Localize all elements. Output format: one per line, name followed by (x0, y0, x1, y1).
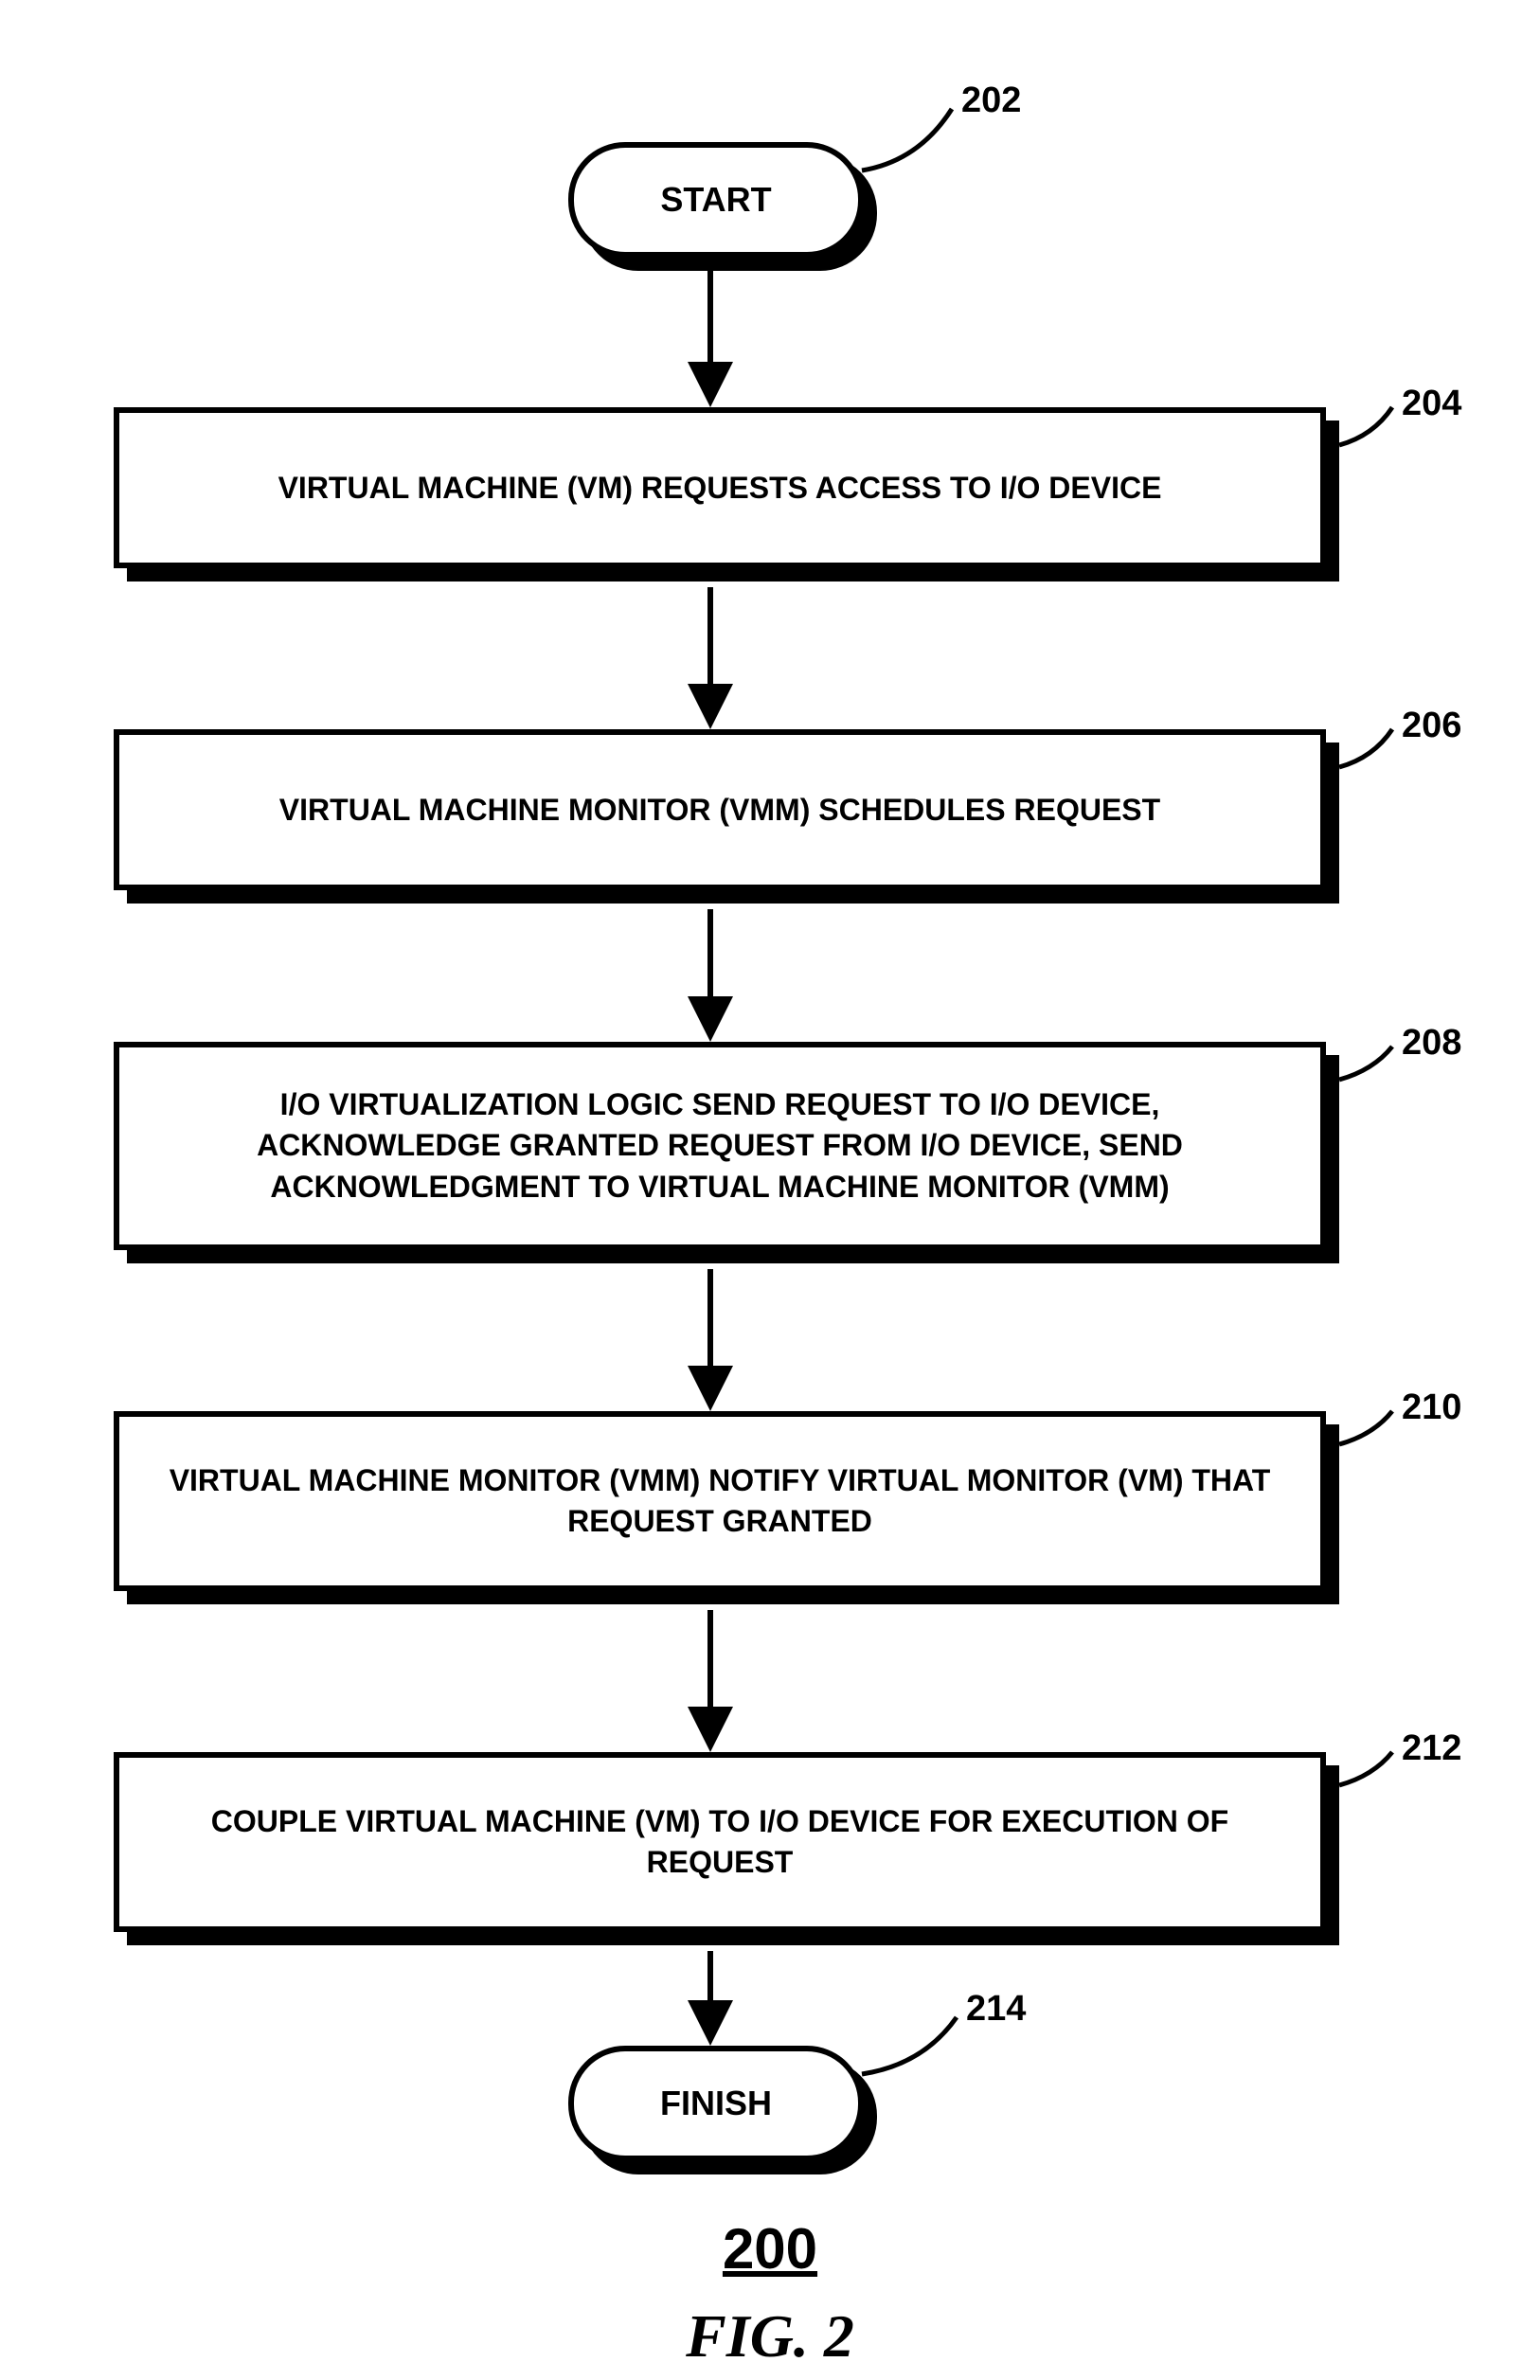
process-208: I/O VIRTUALIZATION LOGIC SEND REQUEST TO… (114, 1042, 1326, 1250)
process-212-text: COUPLE VIRTUAL MACHINE (VM) TO I/O DEVIC… (157, 1801, 1282, 1883)
process-204: VIRTUAL MACHINE (VM) REQUESTS ACCESS TO … (114, 407, 1326, 568)
ref-208: 208 (1402, 1023, 1461, 1064)
ref-202: 202 (961, 81, 1021, 121)
process-206: VIRTUAL MACHINE MONITOR (VMM) SCHEDULES … (114, 729, 1326, 890)
terminal-finish: FINISH (568, 2046, 864, 2161)
ref-212: 212 (1402, 1728, 1461, 1769)
process-212: COUPLE VIRTUAL MACHINE (VM) TO I/O DEVIC… (114, 1752, 1326, 1932)
process-204-text: VIRTUAL MACHINE (VM) REQUESTS ACCESS TO … (278, 471, 1162, 506)
flowchart-canvas: START 202 VIRTUAL MACHINE (VM) REQUESTS … (0, 0, 1540, 2380)
figure-number: 200 (0, 2216, 1540, 2282)
process-210-text: VIRTUAL MACHINE MONITOR (VMM) NOTIFY VIR… (157, 1460, 1282, 1542)
process-208-text: I/O VIRTUALIZATION LOGIC SEND REQUEST TO… (157, 1084, 1282, 1208)
ref-214: 214 (966, 1989, 1026, 2030)
terminal-start-label: START (660, 180, 771, 220)
terminal-finish-label: FINISH (660, 2084, 772, 2123)
process-210: VIRTUAL MACHINE MONITOR (VMM) NOTIFY VIR… (114, 1411, 1326, 1591)
figure-label: FIG. 2 (0, 2301, 1540, 2371)
ref-206: 206 (1402, 706, 1461, 746)
ref-204: 204 (1402, 384, 1461, 424)
process-206-text: VIRTUAL MACHINE MONITOR (VMM) SCHEDULES … (279, 793, 1160, 828)
ref-210: 210 (1402, 1387, 1461, 1428)
terminal-start: START (568, 142, 864, 258)
